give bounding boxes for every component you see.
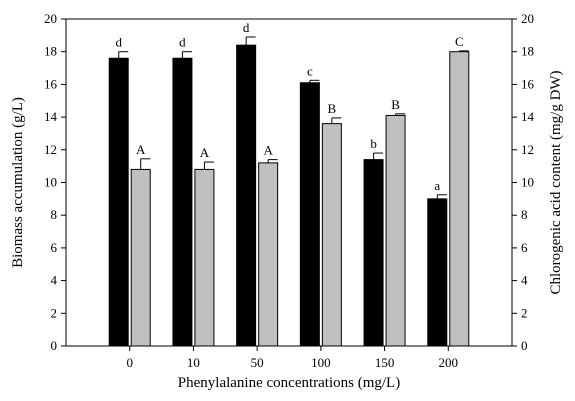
significance-label: A [136, 142, 146, 157]
chlorogenic-bar [385, 114, 406, 347]
x-tick-label: 50 [251, 355, 264, 370]
right-tick-label: 10 [521, 175, 534, 190]
significance-labels-layer: d d d c b a A A A B B C [115, 20, 463, 193]
right-tick-label: 18 [521, 44, 534, 59]
error-bars-layer [118, 36, 469, 199]
left-tick-label: 4 [51, 273, 58, 288]
left-tick-label: 2 [51, 305, 58, 320]
right-tick-label: 4 [521, 273, 528, 288]
x-axis-title: Phenylalanine concentrations (mg/L) [178, 375, 400, 391]
significance-label: C [455, 34, 464, 49]
x-tick-label: 10 [187, 355, 200, 370]
biomass-bar [427, 198, 448, 347]
x-axis-ticks: 0 10 50 100 150 200 [126, 346, 458, 370]
chlorogenic-bar [194, 168, 215, 347]
significance-label: B [328, 101, 337, 116]
bars-layer [108, 44, 470, 347]
significance-label: A [200, 145, 210, 160]
biomass-bar [236, 44, 257, 347]
left-tick-label: 10 [44, 175, 57, 190]
left-axis-title: Biomass accumulation (g/L) [10, 97, 26, 268]
left-tick-label: 6 [51, 240, 58, 255]
significance-label: d [243, 20, 250, 35]
significance-label: d [115, 35, 122, 50]
x-tick-label: 200 [439, 355, 459, 370]
right-tick-label: 20 [521, 11, 534, 26]
chlorogenic-bar [258, 162, 279, 347]
biomass-bar [108, 57, 129, 347]
x-tick-label: 100 [311, 355, 331, 370]
left-tick-label: 16 [44, 76, 58, 91]
chlorogenic-bar [449, 51, 470, 347]
left-tick-label: 12 [44, 142, 57, 157]
x-tick-label: 0 [126, 355, 133, 370]
biomass-bar [299, 82, 320, 347]
biomass-bar [363, 159, 384, 347]
significance-label: A [263, 143, 273, 158]
x-tick-label: 150 [375, 355, 395, 370]
right-tick-label: 8 [521, 207, 528, 222]
significance-label: c [307, 63, 313, 78]
left-tick-label: 14 [44, 109, 58, 124]
left-tick-label: 18 [44, 44, 57, 59]
significance-label: d [179, 35, 186, 50]
right-tick-label: 16 [521, 76, 535, 91]
left-tick-label: 8 [51, 207, 58, 222]
significance-label: b [370, 136, 377, 151]
right-tick-label: 2 [521, 305, 528, 320]
significance-label: B [391, 97, 400, 112]
biomass-bar [172, 57, 193, 347]
significance-label: a [434, 178, 440, 193]
right-tick-label: 6 [521, 240, 528, 255]
right-tick-label: 0 [521, 338, 528, 353]
right-axis-ticks: 0 2 4 6 8 10 12 14 16 18 20 [512, 11, 535, 353]
chlorogenic-bar [321, 123, 342, 347]
left-tick-label: 20 [44, 11, 57, 26]
right-tick-label: 14 [521, 109, 535, 124]
right-tick-label: 12 [521, 142, 534, 157]
left-axis-ticks: 0 2 4 6 8 10 12 14 16 18 20 [44, 11, 66, 353]
right-axis-title: Chlorogenic acid content (mg/g DW) [548, 70, 564, 294]
left-tick-label: 0 [51, 338, 58, 353]
chlorogenic-bar [130, 168, 151, 347]
